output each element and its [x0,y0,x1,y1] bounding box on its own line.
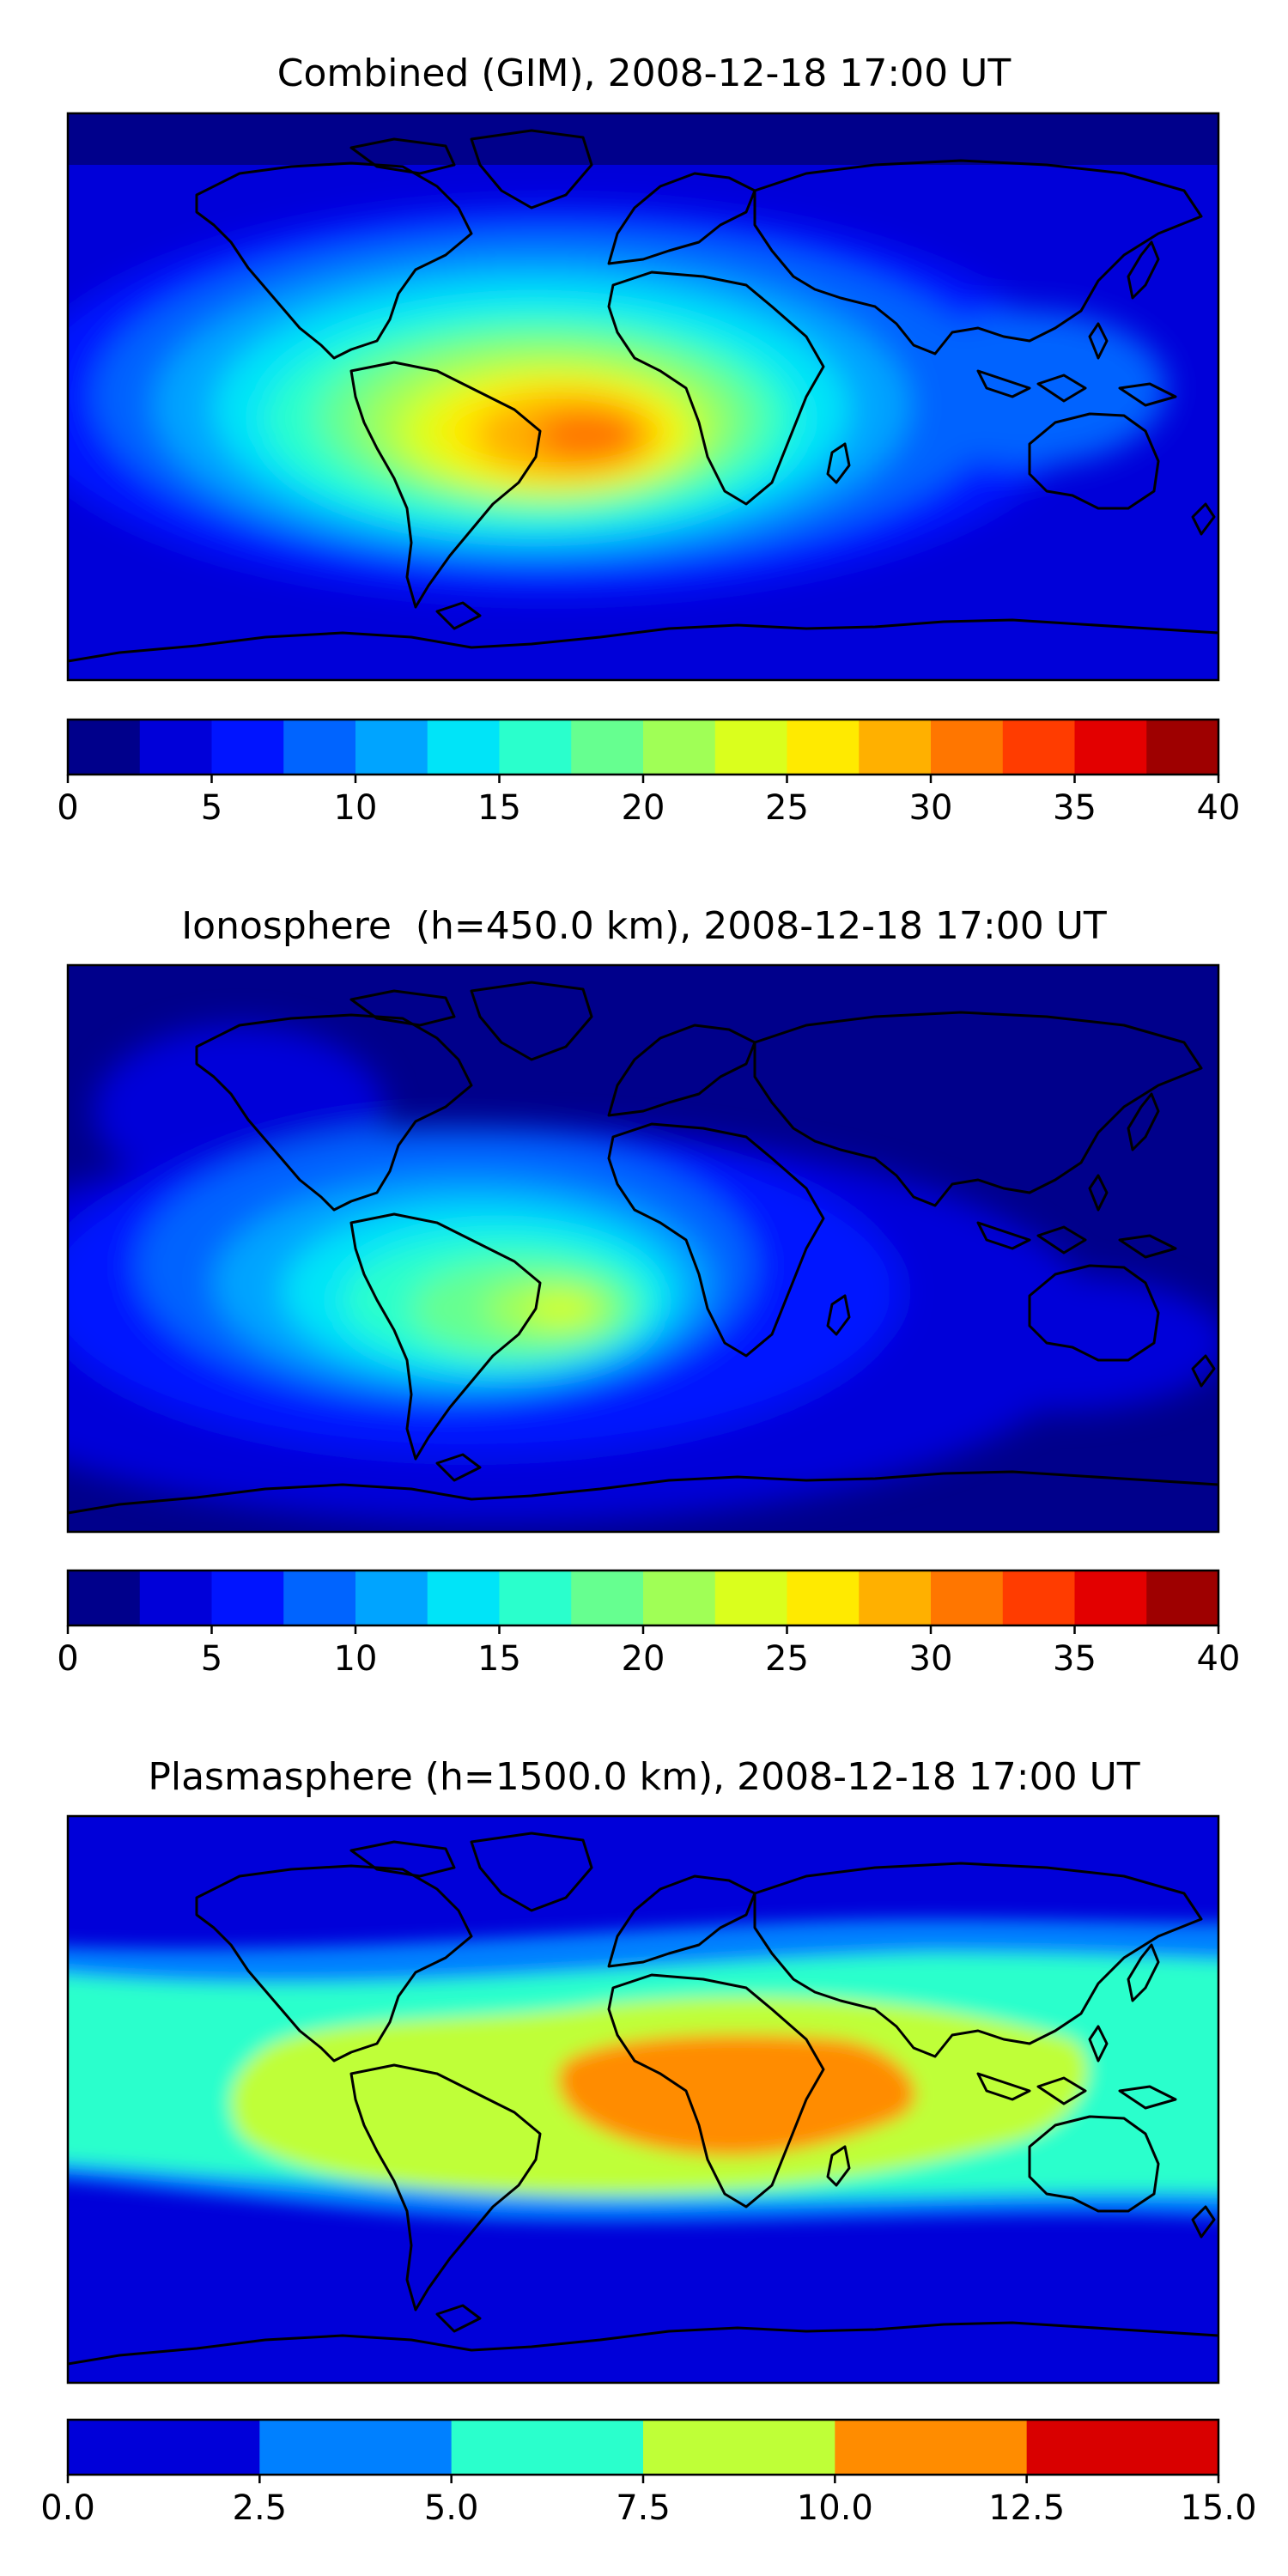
colorbar-segment [643,2420,835,2475]
colorbar-tick-label: 35 [1053,788,1097,828]
colorbar-tick-label: 20 [622,788,665,828]
colorbar-segment [714,720,787,775]
colorbar-tick-label: 2.5 [233,2488,288,2528]
colorbar-tick-label: 30 [909,788,953,828]
colorbar-tick-label: 15.0 [1180,2488,1256,2528]
colorbar-tick-label: 10.0 [797,2488,873,2528]
colorbar-segment [211,1571,284,1625]
colorbar-segment [571,1571,644,1625]
colorbar-tick-label: 5.0 [424,2488,479,2528]
colorbar-tick-label: 5 [201,1639,222,1679]
colorbar-segment [68,720,141,775]
colorbar-tick-label: 10 [334,1639,378,1679]
panel1-map [66,112,1220,682]
colorbar-segment [427,1571,500,1625]
colorbar-segment [1002,720,1075,775]
panel3-title: Plasmasphere (h=1500.0 km), 2008-12-18 1… [148,1755,1140,1799]
colorbar-tick-label: 15 [477,788,521,828]
colorbar-tick-label: 10 [334,788,378,828]
colorbar-segment [787,720,860,775]
colorbar-tick-label: 0.0 [40,2488,95,2528]
panel3-map [66,1814,1220,2385]
colorbar-tick-label: 20 [622,1639,665,1679]
colorbar-segment [451,2420,644,2475]
colorbar-segment [1146,1571,1219,1625]
colorbar-segment [643,720,716,775]
colorbar-segment [714,1571,787,1625]
colorbar-tick-label: 35 [1053,1639,1097,1679]
panel1-title: Combined (GIM), 2008-12-18 17:00 UT [276,52,1012,95]
colorbar-tick-label: 15 [477,1639,521,1679]
colorbar-segment [499,720,572,775]
colorbar-tick-label: 0 [57,1639,78,1679]
colorbar-segment [859,1571,932,1625]
colorbar-segment [1002,1571,1075,1625]
colorbar-segment [355,720,428,775]
colorbar-segment [835,2420,1028,2475]
colorbar-1: 0 5 10 15 20 25 30 35 40 [57,718,1241,828]
colorbar-segment [283,720,356,775]
colorbar-segment [68,2420,260,2475]
colorbar-segment [355,1571,428,1625]
colorbar-tick-label: 5 [201,788,222,828]
colorbar-segment [1074,1571,1147,1625]
colorbar-2: 0 5 10 15 20 25 30 35 40 [57,1569,1241,1679]
colorbar-tick-label: 0 [57,788,78,828]
colorbar-tick-label: 7.5 [616,2488,671,2528]
colorbar-segment [787,1571,860,1625]
colorbar-tick-label: 25 [765,788,809,828]
colorbar-segment [139,1571,212,1625]
colorbar-segment [427,720,500,775]
colorbar-segment [259,2420,453,2475]
panel2-map [66,963,1220,1534]
colorbar-tick-label: 12.5 [988,2488,1065,2528]
colorbar-segment [499,1571,572,1625]
colorbar-tick-label: 40 [1197,788,1241,828]
colorbar-3: 0.0 2.5 5.0 7.5 10.0 12.5 15.0 [40,2418,1257,2528]
colorbar-tick-label: 40 [1197,1639,1241,1679]
panel2-title: Ionosphere (h=450.0 km), 2008-12-18 17:0… [181,904,1107,948]
colorbar-segment [1074,720,1147,775]
colorbar-segment [68,1571,141,1625]
colorbar-segment [1146,720,1219,775]
colorbar-segment [571,720,644,775]
colorbar-segment [643,1571,716,1625]
colorbar-segment [859,720,932,775]
colorbar-segment [211,720,284,775]
colorbar-segment [139,720,212,775]
colorbar-segment [283,1571,356,1625]
colorbar-segment [1026,2420,1219,2475]
colorbar-tick-label: 30 [909,1639,953,1679]
colorbar-segment [931,720,1004,775]
colorbar-tick-label: 25 [765,1639,809,1679]
colorbar-segment [931,1571,1004,1625]
